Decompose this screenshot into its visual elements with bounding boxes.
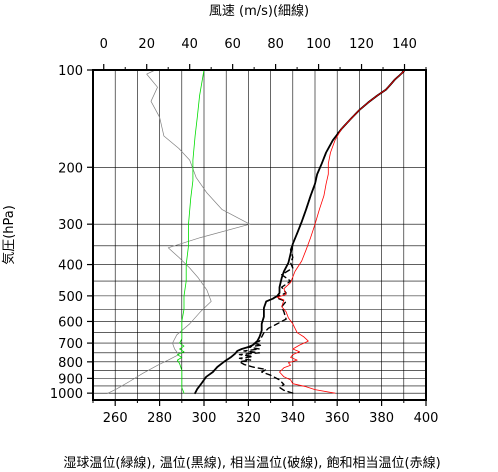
left-tick-label: 1000 — [50, 387, 83, 402]
bottom-tick-label: 320 — [236, 411, 261, 426]
left-tick-label: 900 — [58, 372, 83, 387]
top-tick-label: 140 — [392, 37, 417, 52]
left-tick-label: 800 — [58, 356, 83, 371]
bottom-tick-label: 340 — [280, 411, 305, 426]
left-tick-label: 100 — [58, 64, 83, 79]
series-wind-speed-line — [107, 69, 251, 394]
series-wet-bulb-potential-temperature-line — [176, 69, 205, 394]
bottom-tick-label: 400 — [414, 411, 439, 426]
bottom-tick-label: 260 — [103, 411, 128, 426]
top-axis-label: 風速 (m/s)(細線) — [209, 3, 309, 19]
bottom-axis-label: 湿球温位(緑線), 温位(黒線), 相当温位(破線), 飽和相当温位(赤線) — [63, 455, 440, 471]
tick-labels: 260 280 300 320 340 360 380 400 0 20 40 60 80 100 120 1… — [50, 37, 439, 426]
left-tick-label: 500 — [58, 290, 83, 305]
bottom-tick-label: 280 — [147, 411, 172, 426]
left-tick-label: 200 — [58, 161, 83, 176]
series-layer — [107, 69, 405, 395]
series-saturated-equivalent-potential-temperature-line — [276, 69, 405, 394]
left-tick-label: 600 — [58, 315, 83, 330]
bottom-tick-label: 300 — [192, 411, 217, 426]
top-tick-label: 20 — [138, 37, 155, 52]
bottom-tick-label: 360 — [325, 411, 350, 426]
left-tick-label: 400 — [58, 259, 83, 274]
left-tick-label: 300 — [58, 218, 83, 233]
top-tick-label: 0 — [100, 37, 108, 52]
left-tick-label: 700 — [58, 337, 83, 352]
bottom-tick-label: 380 — [369, 411, 394, 426]
top-tick-label: 80 — [267, 37, 284, 52]
top-tick-label: 40 — [181, 37, 198, 52]
top-tick-label: 60 — [224, 37, 241, 52]
top-tick-label: 100 — [306, 37, 331, 52]
left-axis-label: 気圧(hPa) — [1, 205, 17, 265]
top-tick-label: 120 — [349, 37, 374, 52]
plot-frame — [92, 69, 427, 401]
ticks — [87, 64, 427, 406]
